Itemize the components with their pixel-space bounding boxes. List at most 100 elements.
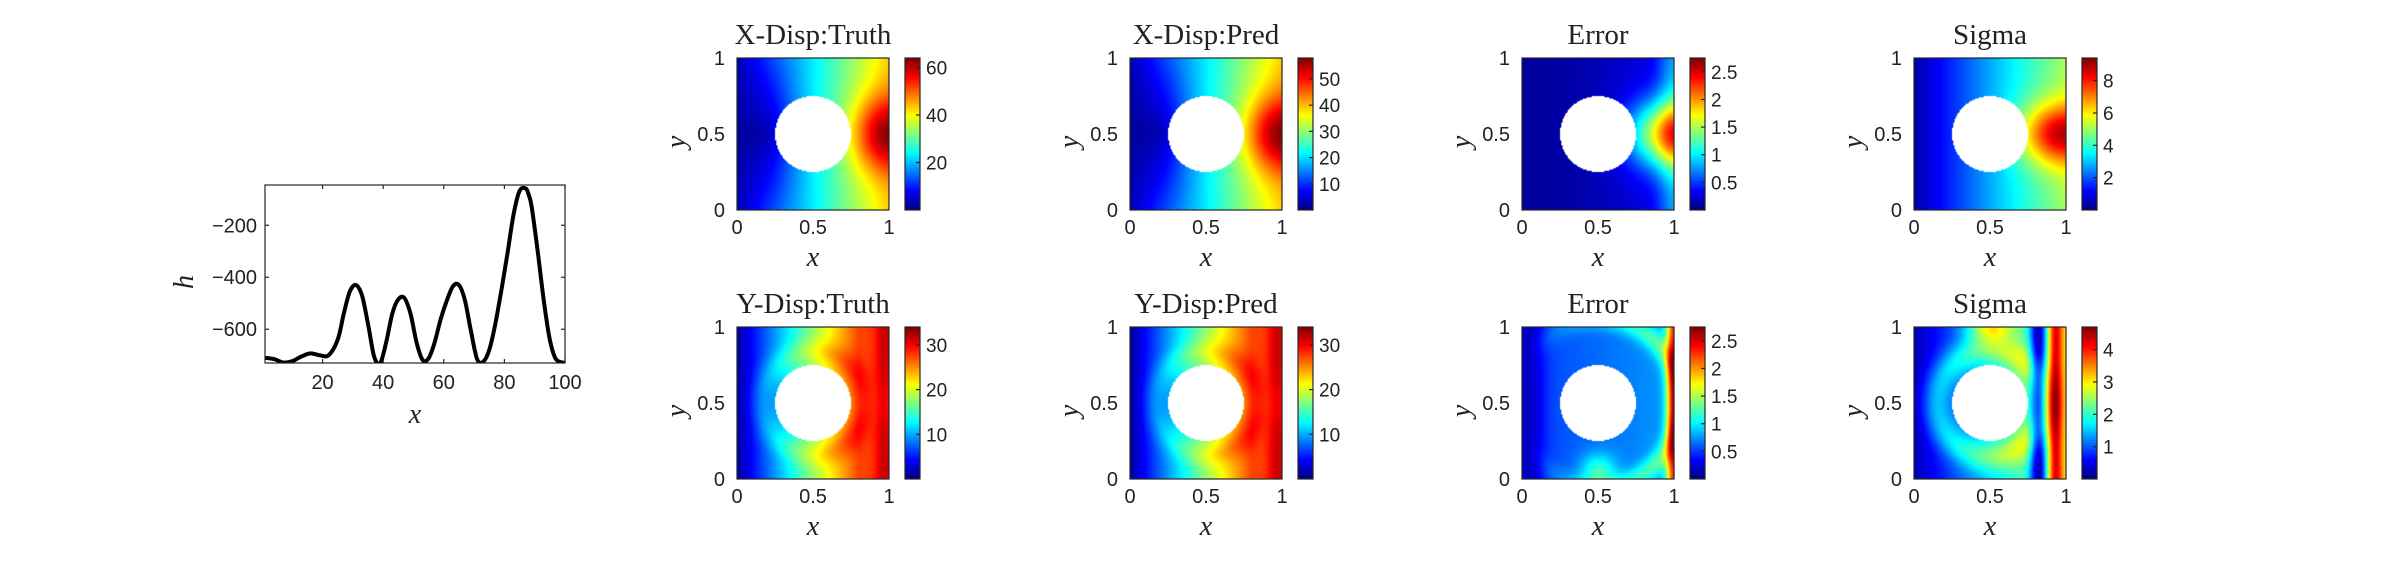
x-tick-label: 0 [731, 486, 742, 508]
y-tick-label: 0 [714, 200, 725, 222]
panel-title: Sigma [1953, 288, 2027, 320]
colorbar-tick-label: 2.5 [1711, 63, 1737, 84]
y-tick-label: 0 [1891, 469, 1902, 491]
heatmap-panel: Y-Disp:Pred 00 0.5 0.5 1 1 x y 10 20 30 [1054, 288, 1340, 542]
colorbar-frame [904, 57, 921, 211]
panel-title: Sigma [1953, 19, 2027, 51]
colorbar-tick-label: 2 [2103, 169, 2114, 190]
y-tick-label: 0.5 [1090, 124, 1118, 146]
y-tick-label: 0 [1107, 469, 1118, 491]
y-axis-label: y [1838, 404, 1869, 420]
y-axis-label: y [661, 135, 692, 151]
colorbar-tick-label: 2 [1711, 90, 1722, 111]
x-tick-label: 60 [433, 372, 455, 394]
x-tick-label: 1 [883, 217, 894, 239]
panel-title: Y-Disp:Truth [736, 288, 890, 320]
x-axis-label: x [806, 511, 820, 542]
heatmap-image [1130, 327, 1282, 479]
heatmap-grid: X-Disp:Truth000.50.511xy204060X-Disp:Pre… [661, 19, 2114, 542]
x-tick-label: 1 [1276, 486, 1287, 508]
heatmap-panel: Error 00 0.5 0.5 1 1 x y 0.5 1 1.5 2 2.5 [1446, 19, 1737, 273]
colorbar-tick-label: 20 [1319, 149, 1340, 170]
x-axis-label: x [1983, 511, 1997, 542]
y-axis-label: h [169, 275, 200, 289]
colorbar-tick-label: 30 [1319, 122, 1340, 143]
heatmap-panel: Error 00 0.5 0.5 1 1 x y 0.5 1 1.5 2 2.5 [1446, 288, 1737, 542]
x-tick-label: 0 [1124, 486, 1135, 508]
y-tick-label: 0 [1107, 200, 1118, 222]
y-tick-label: 0.5 [1482, 393, 1510, 415]
heatmap-image [737, 327, 889, 479]
x-axis-label: x [1591, 511, 1605, 542]
panel-title: X-Disp:Pred [1133, 19, 1280, 51]
colorbar-tick-label: 30 [1319, 336, 1340, 357]
heatmap-image [1914, 327, 2066, 479]
colorbar-tick-label: 40 [1319, 96, 1340, 117]
y-tick-label: 0 [1891, 200, 1902, 222]
x-tick-label: 100 [548, 372, 581, 394]
colorbar-frame [1297, 57, 1314, 211]
x-tick-label: 0.5 [799, 217, 827, 239]
x-tick-label: 1 [1276, 217, 1287, 239]
x-tick-label: 40 [372, 372, 394, 394]
y-tick-label: −400 [212, 267, 257, 289]
y-tick-label: 0.5 [697, 124, 725, 146]
y-tick-label: 0 [1499, 469, 1510, 491]
colorbar-tick-label: 20 [926, 154, 947, 175]
x-axis-label: x [1199, 242, 1213, 273]
panel-title: X-Disp:Truth [735, 19, 892, 51]
colorbar-tick-label: 50 [1319, 70, 1340, 91]
x-tick-label: 0.5 [1584, 486, 1612, 508]
panel-title: Y-Disp:Pred [1134, 288, 1278, 320]
y-tick-label: 1 [1499, 48, 1510, 70]
panel-title: Error [1567, 288, 1629, 320]
x-tick-label: 0 [1124, 217, 1135, 239]
heatmap-panel: X-Disp:Pred 00 0.5 0.5 1 1 x y 10 20 30 40 50 [1054, 19, 1340, 273]
x-tick-label: 0.5 [1192, 217, 1220, 239]
colorbar [2082, 58, 2097, 210]
y-tick-label: 0 [1499, 200, 1510, 222]
y-tick-label: 1 [1891, 317, 1902, 339]
heatmap-frame [736, 57, 890, 211]
y-tick-label: 0.5 [697, 393, 725, 415]
x-tick-label: 0.5 [799, 486, 827, 508]
colorbar-tick-label: 0.5 [1711, 442, 1737, 463]
colorbar-tick-label: 1 [1711, 146, 1722, 167]
colorbar [905, 327, 920, 479]
x-axis-label: x [408, 399, 422, 430]
heatmap-image [1914, 58, 2066, 210]
colorbar [1690, 58, 1705, 210]
colorbar-tick-label: 1 [1711, 415, 1722, 436]
y-tick-label: −200 [212, 215, 257, 237]
x-tick-label: 0.5 [1192, 486, 1220, 508]
y-tick-label: 1 [1107, 48, 1118, 70]
colorbar [2082, 327, 2097, 479]
x-tick-label: 0 [1516, 217, 1527, 239]
y-tick-label: 0.5 [1090, 393, 1118, 415]
colorbar [1690, 327, 1705, 479]
heatmap-panel: Sigma 00 0.5 0.5 1 1 x y 1 2 3 4 [1838, 288, 2114, 542]
colorbar-frame [1689, 326, 1706, 480]
colorbar-tick-label: 4 [2103, 136, 2114, 157]
x-tick-label: 0.5 [1976, 486, 2004, 508]
colorbar-tick-label: 0.5 [1711, 173, 1737, 194]
x-axis-label: x [1983, 242, 1997, 273]
heatmap-frame [1129, 57, 1283, 211]
colorbar-tick-label: 20 [1319, 381, 1340, 402]
line-plot-h: 20 40 60 80 100 −200 −400 −600 x h [169, 184, 582, 430]
y-tick-label: 0.5 [1874, 393, 1902, 415]
y-tick-label: −600 [212, 319, 257, 341]
colorbar-tick-label: 2 [1711, 359, 1722, 380]
colorbar [1298, 327, 1313, 479]
x-tick-label: 1 [1668, 486, 1679, 508]
heatmap-frame [1521, 57, 1675, 211]
x-tick-label: 1 [2060, 486, 2071, 508]
colorbar-tick-label: 10 [1319, 425, 1340, 446]
colorbar-tick-label: 4 [2103, 341, 2114, 362]
colorbar-tick-label: 30 [926, 336, 947, 357]
y-axis-label: y [1054, 135, 1085, 151]
x-tick-label: 0 [1908, 217, 1919, 239]
y-axis-label: y [1838, 135, 1869, 151]
x-axis-label: x [806, 242, 820, 273]
